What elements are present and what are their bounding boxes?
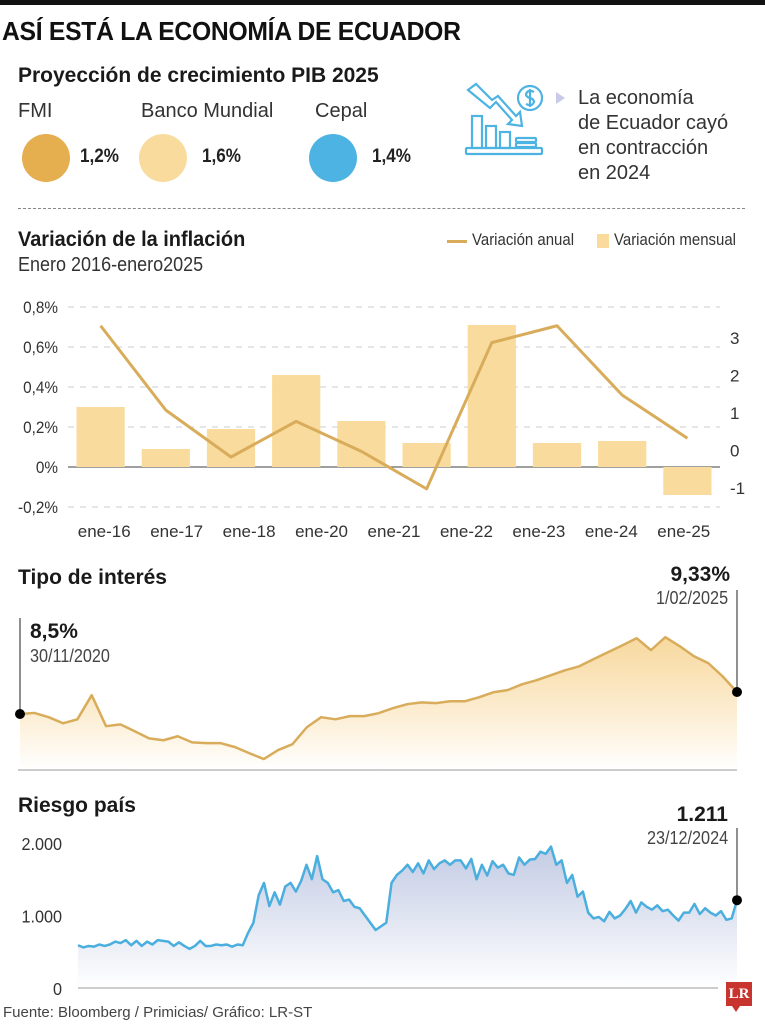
agency-fmi: FMI bbox=[18, 100, 53, 122]
x-tick-label: ene-17 bbox=[150, 522, 203, 541]
monthly-bar bbox=[598, 441, 647, 467]
interest-end-date: 1/02/2025 bbox=[655, 588, 728, 608]
fmi-value: 1,2% bbox=[80, 146, 119, 167]
risk-title: Riesgo país bbox=[18, 794, 136, 817]
legend-bar-swatch bbox=[597, 234, 609, 248]
start-point-marker bbox=[15, 709, 25, 719]
monthly-bar bbox=[663, 467, 712, 495]
monthly-bar bbox=[467, 325, 516, 467]
x-tick-label: ene-22 bbox=[440, 522, 493, 541]
risk-area bbox=[78, 846, 737, 988]
cepal-value: 1,4% bbox=[372, 146, 411, 167]
cepal-dot bbox=[309, 134, 357, 182]
right-tick-label: 3 bbox=[730, 329, 739, 348]
monthly-bar bbox=[402, 443, 451, 467]
right-tick-label: 0 bbox=[730, 442, 739, 461]
top-rule bbox=[0, 0, 765, 5]
legend-annual: Variación anual bbox=[472, 230, 575, 249]
y-tick-label: 1.000 bbox=[21, 907, 62, 927]
lr-logo: LR bbox=[726, 982, 752, 1012]
interest-end-value: 9,33% bbox=[670, 563, 730, 586]
section-divider bbox=[18, 208, 745, 209]
x-tick-label: ene-21 bbox=[368, 522, 421, 541]
page-title: ASÍ ESTÁ LA ECONOMÍA DE ECUADOR bbox=[2, 16, 461, 46]
interest-start-value: 8,5% bbox=[30, 620, 78, 643]
inflation-chart: 0,8% 0,6% 0,4% 0,2% 0% -0,2% 3 2 1 0 -1 ene-16 ene-1… bbox=[18, 298, 745, 541]
inflation-subtitle: Enero 2016-enero2025 bbox=[18, 254, 204, 276]
interest-area bbox=[20, 637, 737, 770]
monthly-bar bbox=[76, 407, 125, 467]
falling-chart-dollar-icon bbox=[464, 82, 544, 156]
callout-bullet-icon bbox=[556, 92, 565, 104]
legend-line-swatch bbox=[447, 240, 467, 243]
legend-monthly: Variación mensual bbox=[614, 230, 736, 249]
annual-line bbox=[99, 324, 689, 491]
left-tick-label: 0,6% bbox=[23, 338, 58, 357]
agency-cepal: Cepal bbox=[315, 100, 368, 122]
x-tick-label: ene-25 bbox=[657, 522, 710, 541]
x-tick-label: ene-23 bbox=[512, 522, 565, 541]
right-tick-label: -1 bbox=[730, 479, 745, 498]
source-note: Fuente: Bloomberg / Primicias/ Gráfico: … bbox=[3, 1004, 313, 1021]
left-tick-label: -0,2% bbox=[18, 498, 58, 517]
fmi-dot bbox=[22, 134, 70, 182]
risk-end-value: 1.211 bbox=[676, 803, 728, 826]
left-tick-label: 0% bbox=[36, 458, 58, 477]
right-tick-label: 2 bbox=[730, 367, 739, 386]
pib-callout: La economía de Ecuador cayó en contracci… bbox=[578, 87, 729, 184]
interest-start-date: 30/11/2020 bbox=[30, 646, 110, 666]
inflation-title: Variación de la inflación bbox=[18, 228, 246, 251]
banco-mundial-value: 1,6% bbox=[202, 146, 241, 167]
banco-mundial-dot bbox=[139, 134, 187, 182]
agency-banco-mundial: Banco Mundial bbox=[141, 100, 274, 122]
x-tick-label: ene-16 bbox=[78, 522, 131, 541]
monthly-bar bbox=[141, 449, 190, 467]
monthly-bar bbox=[532, 443, 582, 467]
risk-end-date: 23/12/2024 bbox=[646, 828, 728, 848]
end-point-marker bbox=[732, 895, 742, 906]
left-tick-label: 0,2% bbox=[23, 418, 58, 437]
left-tick-label: 0,4% bbox=[23, 378, 58, 397]
end-point-marker bbox=[732, 687, 742, 698]
pib-title: Proyección de crecimiento PIB 2025 bbox=[18, 64, 379, 87]
y-tick-label: 0 bbox=[53, 979, 62, 999]
x-tick-label: ene-18 bbox=[223, 522, 276, 541]
y-tick-label: 2.000 bbox=[21, 834, 62, 854]
left-tick-label: 0,8% bbox=[23, 298, 58, 317]
interest-chart bbox=[15, 590, 742, 771]
x-tick-label: ene-24 bbox=[585, 522, 638, 541]
x-tick-label: ene-20 bbox=[295, 522, 348, 541]
interest-line bbox=[19, 635, 738, 761]
right-tick-label: 1 bbox=[730, 404, 739, 423]
risk-line bbox=[77, 845, 739, 951]
interest-title: Tipo de interés bbox=[18, 566, 167, 589]
risk-chart: 2.000 1.000 0 bbox=[21, 828, 742, 999]
